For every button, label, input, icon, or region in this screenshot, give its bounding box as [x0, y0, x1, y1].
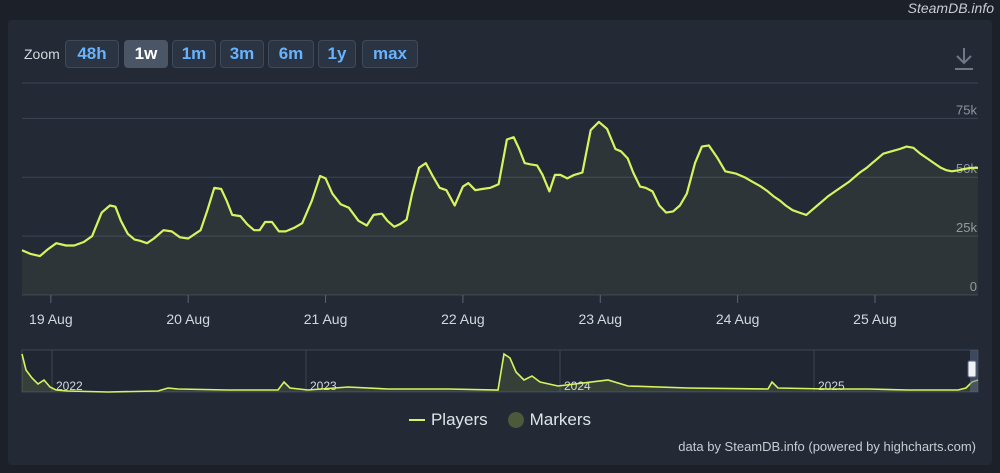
brand-watermark: SteamDB.info [907, 0, 994, 16]
players-line-icon [408, 419, 425, 421]
chart-panel: 0 25k 50k 75k 19 Aug 20 Aug 21 Aug 22 Aug 23 Aug… [8, 20, 992, 465]
players-area [22, 121, 978, 296]
zoom-1y-button[interactable]: 1y [318, 40, 356, 68]
x-tick-label: 22 Aug [441, 311, 485, 327]
legend-players-label: Players [430, 410, 488, 429]
chart-legend: Players Markers [8, 410, 992, 430]
markers-dot-icon [507, 412, 524, 428]
navigator-line [21, 352, 979, 393]
legend-markers[interactable]: Markers [507, 410, 592, 430]
players-line [21, 120, 978, 258]
legend-players[interactable]: Players [408, 410, 488, 430]
zoom-label: Zoom [24, 46, 60, 62]
legend-markers-label: Markers [529, 410, 592, 429]
x-tick-label: 25 Aug [853, 311, 897, 327]
y-tick-label: 25k [956, 220, 977, 235]
navigator-year-label: 2022 [56, 379, 83, 393]
navigator-handle[interactable] [967, 360, 977, 378]
zoom-1m-button[interactable]: 1m [172, 40, 216, 68]
x-tick-label: 20 Aug [166, 311, 210, 327]
zoom-1w-button[interactable]: 1w [124, 40, 168, 68]
x-tick-label: 21 Aug [304, 311, 348, 327]
y-tick-label: 75k [956, 102, 977, 117]
y-tick-label: 0 [970, 279, 977, 294]
x-tick-label: 23 Aug [578, 311, 622, 327]
zoom-6m-button[interactable]: 6m [268, 40, 314, 68]
zoom-48h-button[interactable]: 48h [65, 40, 119, 68]
x-tick-label: 19 Aug [29, 311, 73, 327]
download-icon[interactable] [952, 46, 976, 72]
x-tick-label: 24 Aug [716, 311, 760, 327]
zoom-3m-button[interactable]: 3m [220, 40, 264, 68]
chart-credit[interactable]: data by SteamDB.info (powered by highcha… [678, 439, 976, 454]
navigator-area [22, 354, 978, 392]
zoom-max-button[interactable]: max [362, 40, 418, 68]
